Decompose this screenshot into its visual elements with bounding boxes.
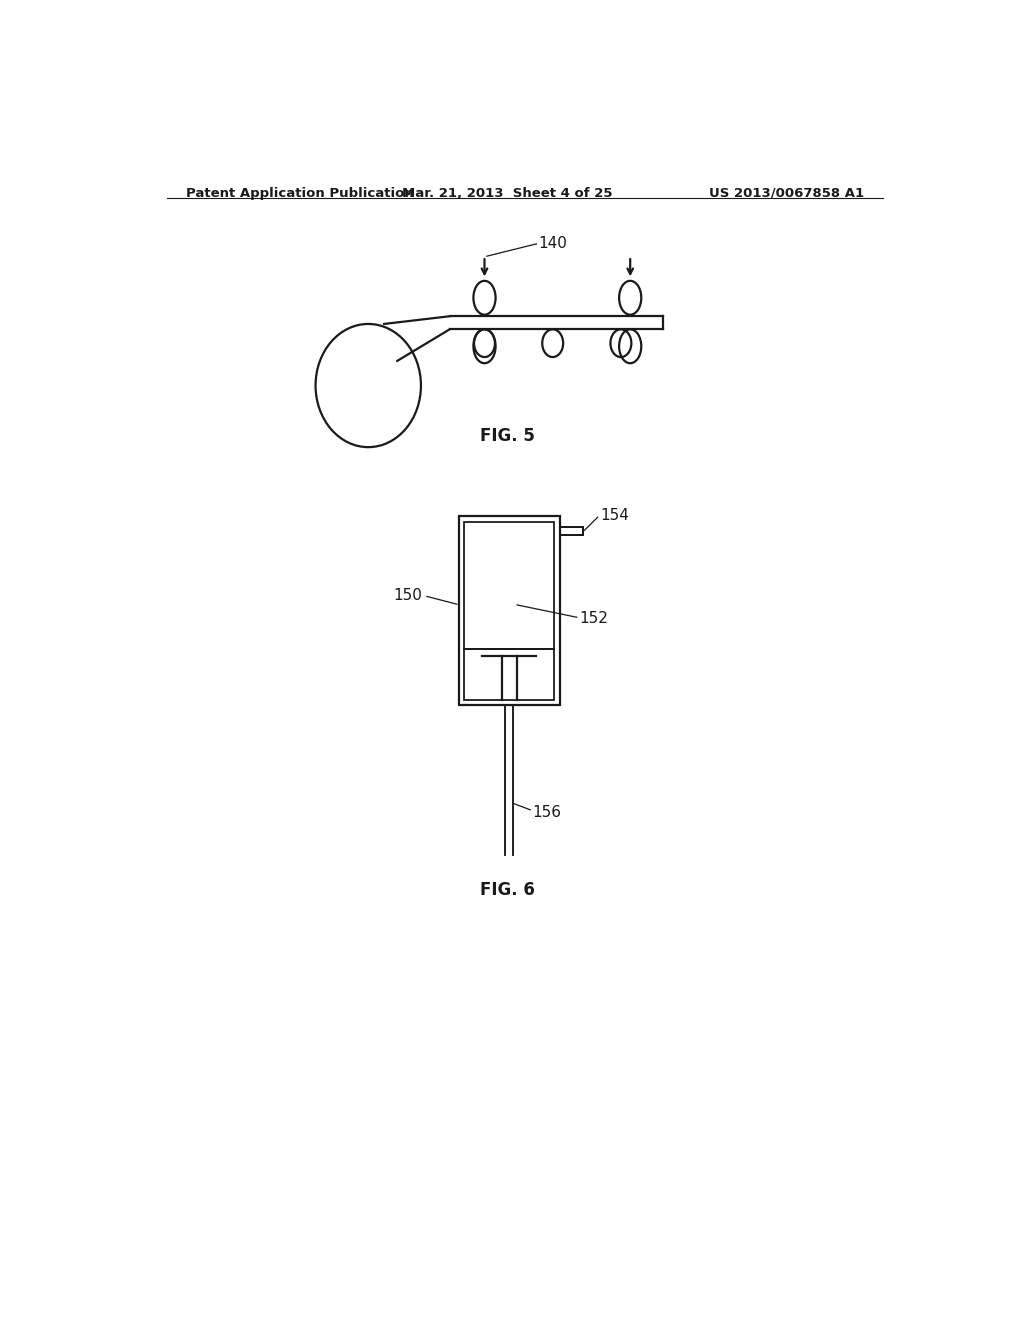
Bar [464,521,554,700]
Text: 156: 156 [532,805,561,821]
Text: FIG. 5: FIG. 5 [480,426,536,445]
Bar [560,527,583,535]
Text: Mar. 21, 2013  Sheet 4 of 25: Mar. 21, 2013 Sheet 4 of 25 [402,187,613,199]
Text: FIG. 6: FIG. 6 [480,880,536,899]
Text: 140: 140 [539,236,567,251]
Text: 154: 154 [600,508,629,523]
Text: Patent Application Publication: Patent Application Publication [186,187,414,199]
Text: US 2013/0067858 A1: US 2013/0067858 A1 [710,187,864,199]
Bar [459,516,560,705]
Text: 152: 152 [579,611,608,626]
Text: 150: 150 [393,589,423,603]
